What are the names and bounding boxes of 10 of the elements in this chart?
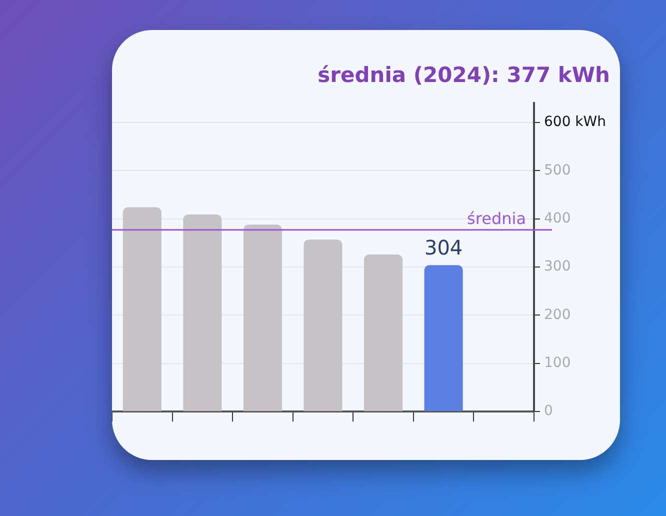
- y-tick-label: 300: [544, 258, 571, 275]
- y-tick-label: 0: [544, 403, 553, 420]
- y-tick-label: 400: [544, 210, 571, 226]
- y-tick-label: 200: [544, 306, 571, 323]
- data-label: 304: [424, 235, 463, 260]
- chart-title: średnia (2024): 377 kWh: [318, 63, 610, 88]
- y-tick-label: 100: [544, 355, 571, 372]
- ref-line-label: średnia: [467, 209, 526, 228]
- y-tick-label: 500: [544, 162, 571, 178]
- y-tick-label: 600 kWh: [544, 114, 606, 130]
